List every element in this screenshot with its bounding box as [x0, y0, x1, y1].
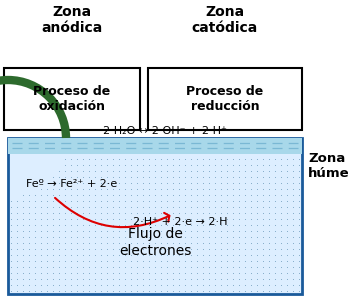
- Text: Zona
húmeda: Zona húmeda: [308, 152, 348, 180]
- Bar: [4, 68, 140, 130]
- Text: 2·H₂O ↔ 2·OH⁻ + 2·H⁺: 2·H₂O ↔ 2·OH⁻ + 2·H⁺: [103, 126, 227, 136]
- Text: 2·H⁺ + 2·e → 2·H: 2·H⁺ + 2·e → 2·H: [133, 217, 228, 227]
- Text: Zona
catódica: Zona catódica: [192, 5, 258, 35]
- Bar: [148, 68, 302, 130]
- Text: Proceso de
reducción: Proceso de reducción: [187, 85, 264, 113]
- Text: Proceso de
oxidación: Proceso de oxidación: [33, 85, 111, 113]
- Bar: [8, 138, 302, 154]
- Text: Flujo de
electrones: Flujo de electrones: [119, 228, 191, 258]
- Bar: [8, 138, 302, 294]
- Text: Feº → Fe²⁺ + 2·e: Feº → Fe²⁺ + 2·e: [26, 179, 117, 189]
- Text: Zona
anódica: Zona anódica: [41, 5, 103, 35]
